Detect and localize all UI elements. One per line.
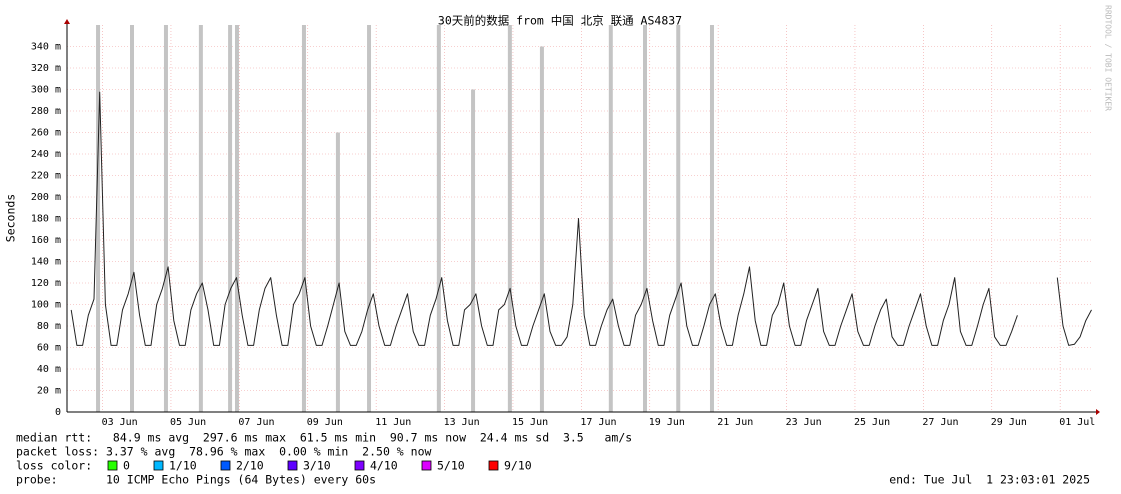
y-tick-label: 160 m [31,235,61,246]
loss-smoke [436,25,441,412]
loss-color-swatch [421,460,432,471]
x-axis-arrow [1096,409,1100,415]
loss-color-text: 3/10 [303,459,331,473]
x-tick-label: 17 Jun [580,417,616,428]
loss-stats: packet loss: 3.37 % avg 78.96 % max 0.00… [16,445,431,459]
loss-smoke [643,25,648,412]
x-tick-label: 01 Jul [1059,417,1095,428]
loss-smoke [335,132,340,412]
x-tick-label: 11 Jun [375,417,411,428]
y-tick-label: 60 m [37,343,61,354]
loss-color-label: loss color: [16,459,92,473]
x-tick-label: 19 Jun [649,417,685,428]
x-tick-label: 07 Jun [238,417,274,428]
y-tick-label: 0 [55,407,61,418]
loss-smoke [676,25,681,412]
loss-color-text: 1/10 [169,459,197,473]
loss-smoke [709,25,714,412]
loss-color-swatch [488,460,499,471]
x-tick-label: 27 Jun [922,417,958,428]
y-tick-label: 320 m [31,63,61,74]
y-tick-label: 140 m [31,257,61,268]
loss-smoke [608,25,613,412]
rtt-line [70,91,1092,346]
x-tick-label: 03 Jun [102,417,138,428]
plot [70,25,1092,412]
loss-color-swatch [287,460,298,471]
x-tick-label: 09 Jun [307,417,343,428]
loss-color-text: 5/10 [437,459,465,473]
y-tick-label: 220 m [31,171,61,182]
loss-smoke [234,25,239,412]
loss-color-swatch [153,460,164,471]
y-tick-label: 100 m [31,300,61,311]
footer: median rtt: 84.9 ms avg 297.6 ms max 61.… [16,431,1090,487]
loss-color-swatch [107,460,118,471]
chart-title: 30天前的数据 from 中国 北京 联通 AS4837 [438,14,682,28]
x-tick-label: 25 Jun [854,417,890,428]
loss-smoke [163,25,168,412]
y-tick-label: 240 m [31,149,61,160]
y-tick-label: 260 m [31,128,61,139]
x-tick-label: 13 Jun [444,417,480,428]
y-tick-label: 20 m [37,386,61,397]
y-tick-label: 120 m [31,278,61,289]
loss-color-text: 4/10 [370,459,398,473]
loss-smoke [301,25,306,412]
y-tick-label: 340 m [31,42,61,53]
loss-color-text: 9/10 [504,459,532,473]
loss-smoke [507,25,512,412]
y-axis-arrow [64,19,70,24]
x-tick-label: 29 Jun [991,417,1027,428]
x-tick-label: 05 Jun [170,417,206,428]
loss-smoke [539,46,544,412]
y-tick-label: 280 m [31,106,61,117]
loss-smoke [228,25,233,412]
loss-smoke [130,25,135,412]
loss-smoke [96,25,101,412]
x-tick-label: 23 Jun [786,417,822,428]
loss-color-text: 0 [123,459,130,473]
y-axis-label: Seconds [4,194,18,242]
probe: probe: 10 ICMP Echo Pings (64 Bytes) eve… [16,473,376,487]
loss-color-swatch [220,460,231,471]
x-tick-label: 21 Jun [717,417,753,428]
loss-color-text: 2/10 [236,459,264,473]
watermark: RRDTOOL / TOBI OETIKER [1104,5,1113,111]
rtt-stats: median rtt: 84.9 ms avg 297.6 ms max 61.… [16,431,632,445]
y-tick-label: 200 m [31,192,61,203]
axes [64,19,1100,415]
y-tick-label: 300 m [31,85,61,96]
y-tick-label: 40 m [37,364,61,375]
y-tick-label: 180 m [31,214,61,225]
loss-smoke [198,25,203,412]
x-tick-label: 15 Jun [512,417,548,428]
y-tick-label: 80 m [37,321,61,332]
loss-smoke [367,25,372,412]
end-time: end: Tue Jul 1 23:03:01 2025 [889,473,1090,487]
loss-smoke [471,89,476,412]
loss-color-swatch [354,460,365,471]
